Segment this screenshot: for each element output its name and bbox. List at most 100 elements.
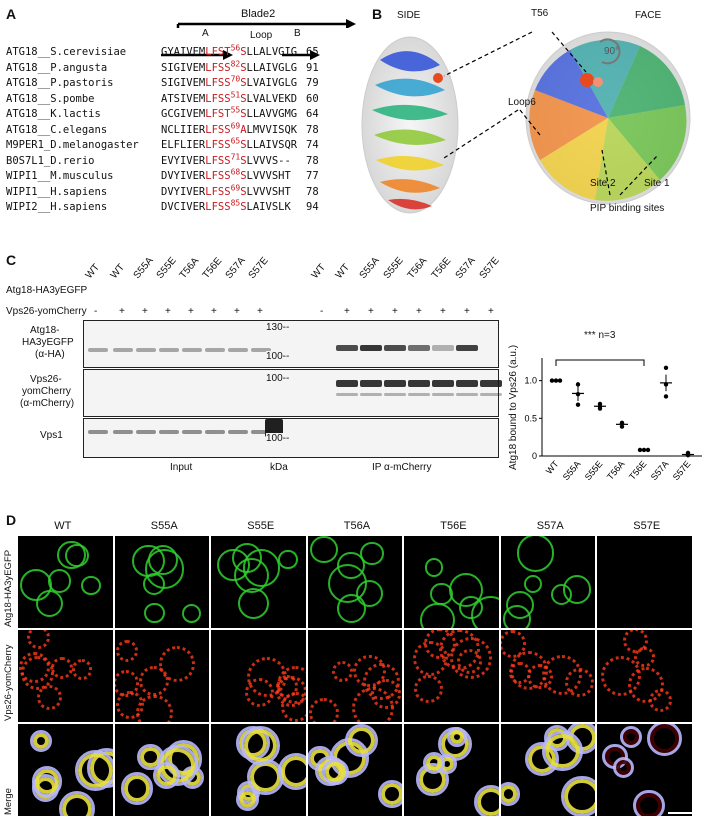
- seq-pre: ATSIVEM: [161, 92, 206, 105]
- cell: [619, 726, 642, 748]
- seq-pre: EVYIVER: [161, 154, 206, 167]
- seq-position: 85: [230, 198, 241, 208]
- seq-motif-tail: S: [240, 108, 247, 120]
- cell: [430, 582, 453, 606]
- mw-100-b: 100--: [266, 373, 290, 384]
- ip-atg18-band: [408, 345, 430, 351]
- blot2-label-1: Vps26-: [30, 374, 62, 385]
- seq-motif: LFSS: [205, 185, 231, 198]
- data-point: [553, 378, 559, 383]
- seq-position: 68: [230, 167, 241, 177]
- sequence: DVCIVERLFSS85SLAIVSLK: [161, 198, 291, 213]
- ip-vps26-band: [432, 380, 454, 387]
- seq-motif: LFST: [205, 46, 231, 58]
- cell: [26, 630, 50, 650]
- cell: [276, 666, 306, 704]
- lane-sign: +: [464, 306, 470, 317]
- ip-vps26-faint-band: [456, 393, 478, 396]
- cell: [20, 655, 55, 690]
- seq-post: LVAIVGLG: [246, 77, 298, 89]
- cell: [31, 766, 63, 798]
- lane-sign: +: [392, 306, 398, 317]
- sequence: ATSIVEMLFSS51SLVALVEKD: [161, 91, 297, 105]
- species-name: ATG18__S.pombe: [6, 92, 95, 105]
- seq-motif-tail: S: [240, 201, 247, 213]
- x-tick-label: S57A: [649, 459, 671, 482]
- ip-vps26-faint-band: [408, 393, 430, 396]
- y-tick-label: 1.0: [524, 376, 537, 386]
- cell: [237, 588, 269, 620]
- seq-pre: SIGIVEM: [161, 61, 206, 74]
- cell: [516, 536, 555, 572]
- micrograph-tile: [18, 724, 113, 816]
- ip-vps26-faint-band: [432, 393, 454, 396]
- panel-a-letter: A: [6, 6, 17, 22]
- blot1-label-1: Atg18-: [30, 325, 60, 336]
- sequence: ELFLIERLFSS65SLLAIVSQR: [161, 136, 297, 151]
- seq-position: 65: [230, 136, 241, 146]
- ip-vps26-faint-band: [384, 393, 406, 396]
- sequence-length: 78: [306, 185, 319, 198]
- cell: [114, 670, 140, 698]
- cell: [337, 551, 365, 580]
- micrograph-tile: [211, 630, 306, 722]
- cell: [527, 663, 553, 690]
- lane-sign: +: [416, 306, 422, 317]
- lane-label: S57E: [477, 255, 502, 281]
- seq-pre: DVYIVER: [161, 170, 206, 182]
- seq-position: 70: [230, 74, 241, 84]
- lane-sign: +: [234, 306, 240, 317]
- input-vps1-band: [228, 430, 248, 434]
- lane-sign: +: [440, 306, 446, 317]
- input-vps1-band: [182, 430, 202, 434]
- site1-arrow: [619, 154, 659, 196]
- t56-side-arrow: [443, 31, 533, 77]
- cell: [524, 575, 543, 594]
- lane-label: T56A: [405, 255, 430, 281]
- seq-motif: LFSS: [205, 201, 231, 213]
- input-vps1-band: [113, 430, 133, 434]
- x-tick-label: S57E: [671, 459, 693, 482]
- site1-label: Site 1: [644, 178, 670, 189]
- micrograph-tile: [500, 724, 595, 816]
- micrograph-tile: [597, 536, 692, 628]
- seq-position: 82: [230, 59, 241, 68]
- seq-motif-tail: S: [240, 92, 247, 105]
- seq-motif: LFSS: [205, 154, 231, 167]
- ip-vps26-faint-band: [336, 393, 358, 396]
- micrograph-tile: [114, 724, 209, 816]
- cell: [50, 656, 73, 680]
- data-point: [663, 365, 669, 370]
- cell: [470, 595, 499, 628]
- face-label: FACE: [635, 10, 662, 21]
- blot-vps26: [83, 369, 499, 417]
- lane-label: T56E: [200, 255, 225, 281]
- cell: [153, 761, 181, 790]
- sequence-length: 60: [306, 92, 319, 105]
- sequence: NCLIIERLFSS69ALMVVISQK: [161, 122, 297, 136]
- lane-label: WT: [309, 262, 328, 281]
- input-vps1-band: [205, 430, 225, 434]
- column-label: WT: [54, 520, 72, 532]
- cell: [277, 753, 306, 790]
- data-point: [575, 391, 581, 397]
- sequence-alignment: Blade2 A Loop B ATG18__S.cerevisiae GYAIV…: [6, 8, 356, 213]
- cell: [371, 679, 401, 710]
- micrograph-tile: [211, 536, 306, 628]
- cell: [65, 543, 89, 567]
- cell: [235, 788, 259, 812]
- cell: [647, 724, 683, 756]
- sequence: DVYIVERLFSS68SLVVVSHT: [161, 167, 291, 182]
- significance-bracket: [555, 359, 645, 366]
- ip-atg18-band: [456, 345, 478, 351]
- y-tick-label: 0.5: [524, 413, 537, 423]
- cell: [144, 602, 166, 624]
- cell: [115, 639, 138, 662]
- ip-vps26-band: [408, 380, 430, 387]
- site2-arrow: [601, 149, 611, 196]
- atg18-row-label: Atg18-HA3yEGFP: [6, 285, 88, 296]
- sequence: GYAIVEMLFST56SLLALVGIG: [161, 44, 297, 58]
- lane-sign: -: [320, 306, 324, 317]
- face-view-structure: [525, 31, 691, 205]
- loop6-face-arrow: [519, 109, 541, 136]
